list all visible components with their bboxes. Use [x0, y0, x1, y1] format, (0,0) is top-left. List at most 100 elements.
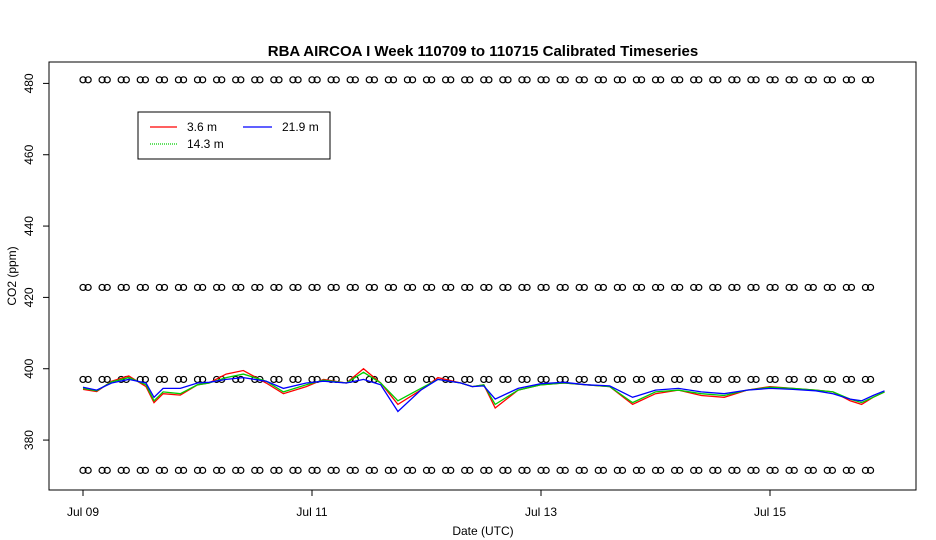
legend-label-21.9m: 21.9 m	[282, 120, 319, 134]
calibration-point	[237, 283, 245, 292]
chart-title: RBA AIRCOA I Week 110709 to 110715 Calib…	[268, 43, 699, 60]
calibration-point	[346, 283, 354, 292]
calibration-point	[847, 283, 856, 292]
calibration-point	[103, 283, 111, 292]
calibration-point	[370, 76, 379, 84]
calibration-point	[809, 76, 817, 84]
calibration-point	[485, 76, 493, 84]
calibration-point	[103, 375, 111, 384]
calibration-point	[389, 76, 398, 84]
calibration-point	[752, 466, 760, 474]
calibration-point	[785, 283, 793, 292]
calibration-point	[384, 76, 392, 84]
calibration-point	[804, 283, 812, 292]
calibration-point	[651, 283, 660, 292]
calibration-point	[332, 466, 340, 474]
calibration-point	[141, 283, 150, 292]
calibration-point	[613, 466, 621, 474]
calibration-point	[594, 375, 602, 384]
calibration-point	[676, 76, 684, 84]
calibration-point	[866, 466, 875, 474]
calibration-point	[389, 283, 398, 292]
calibration-point	[556, 466, 564, 474]
calibration-point	[461, 76, 469, 84]
calibration-point	[804, 375, 812, 384]
calibration-point	[809, 283, 817, 292]
calibration-point	[218, 76, 226, 84]
calibration-point	[580, 375, 588, 384]
calibration-point	[447, 466, 455, 474]
calibration-point	[499, 283, 507, 292]
calibration-point	[212, 76, 221, 84]
calibration-point	[561, 283, 569, 292]
calibration-point	[766, 76, 774, 84]
calibration-point	[728, 375, 736, 384]
calibration-point	[785, 76, 793, 84]
calibration-point	[199, 466, 207, 474]
y-tick-label: 420	[22, 287, 36, 307]
calibration-point	[504, 375, 512, 384]
calibration-point	[651, 375, 660, 384]
calibration-point	[408, 76, 417, 84]
calibration-point	[594, 466, 602, 474]
calibration-point	[842, 283, 850, 292]
calibration-point	[752, 283, 760, 292]
calibration-point	[313, 283, 321, 292]
calibration-point	[599, 466, 608, 474]
calibration-point	[122, 76, 130, 84]
y-tick-label: 460	[22, 144, 36, 164]
calibration-point	[447, 283, 455, 292]
calibration-point	[766, 466, 774, 474]
calibration-point	[237, 375, 245, 384]
calibration-point	[117, 283, 125, 292]
calibration-point	[256, 466, 264, 474]
calibration-point	[136, 283, 144, 292]
calibration-point	[575, 283, 583, 292]
calibration-point	[575, 466, 583, 474]
calibration-point	[809, 466, 817, 474]
calibration-point	[847, 76, 856, 84]
calibration-point	[174, 375, 183, 384]
calibration-point	[251, 76, 259, 84]
calibration-point	[790, 466, 798, 474]
calibration-point	[160, 76, 169, 84]
calibration-point	[117, 76, 125, 84]
calibration-point	[847, 375, 856, 384]
calibration-point	[218, 283, 226, 292]
calibration-point	[523, 76, 531, 84]
calibration-point	[98, 466, 106, 474]
calibration-point	[84, 283, 92, 292]
calibration-point	[618, 375, 627, 384]
calibration-point	[327, 283, 335, 292]
calibration-point	[422, 466, 431, 474]
y-tick-label: 400	[22, 358, 36, 378]
calibration-point	[365, 283, 373, 292]
calibration-point	[441, 375, 450, 384]
calibration-point	[613, 283, 621, 292]
calibration-point	[237, 76, 245, 84]
y-tick-label: 440	[22, 216, 36, 236]
calibration-point	[289, 466, 297, 474]
calibration-point	[466, 76, 474, 84]
calibration-point	[408, 375, 417, 384]
calibration-point	[709, 375, 717, 384]
calibration-point	[580, 283, 588, 292]
calibration-point	[103, 466, 111, 474]
calibration-point	[690, 466, 698, 474]
legend-label-3.6m: 3.6 m	[187, 120, 217, 134]
calibration-point	[771, 375, 779, 384]
x-tick-label: Jul 11	[296, 505, 327, 519]
calibration-point	[466, 466, 474, 474]
calibration-point	[289, 76, 297, 84]
calibration-point	[747, 76, 755, 84]
calibration-point	[523, 466, 531, 474]
calibration-point	[141, 466, 150, 474]
calibration-point	[98, 375, 106, 384]
calibration-point	[651, 76, 660, 84]
calibration-point	[561, 466, 569, 474]
calibration-point	[428, 76, 436, 84]
calibration-point	[199, 76, 207, 84]
calibration-point	[256, 76, 264, 84]
calibration-point	[637, 283, 646, 292]
x-axis: Jul 09 Jul 11 Jul 13 Jul 15	[67, 489, 786, 519]
